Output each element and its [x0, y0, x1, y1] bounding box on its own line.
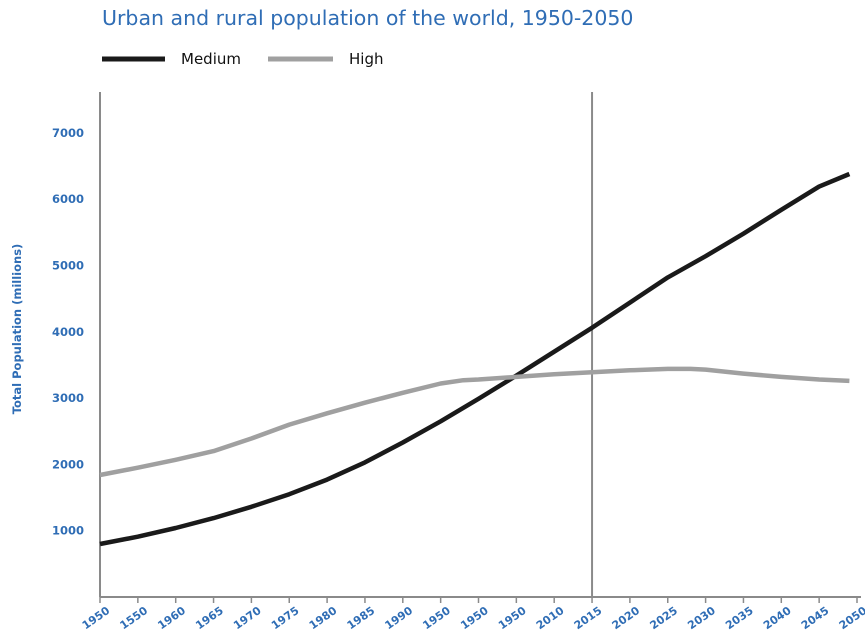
x-tick-label: 1975 [269, 604, 302, 632]
series-line-medium [99, 171, 851, 547]
x-tick-label: 2020 [610, 604, 643, 632]
series-lines [99, 171, 851, 547]
x-tick-label: 1985 [345, 604, 378, 632]
x-tick-label: 1970 [231, 604, 264, 632]
y-tick-label: 7000 [52, 126, 84, 140]
legend: Medium High [102, 50, 383, 68]
x-tick-label: 2030 [685, 604, 718, 632]
x-tick-label: 1950 [458, 604, 491, 632]
x-tick-label: 1965 [193, 604, 226, 632]
axes: 1000 2000 3000 4000 5000 6000 7000 Total Popula… [10, 92, 865, 632]
chart-title: Urban and rural population of the world,… [102, 6, 634, 30]
y-tick-label: 1000 [52, 524, 84, 538]
x-tick-label: 2015 [572, 604, 605, 632]
y-tick-label: 2000 [52, 457, 84, 471]
legend-label-high: High [349, 50, 383, 68]
y-tick-label: 5000 [52, 259, 84, 273]
x-tick-label: 1550 [118, 604, 151, 632]
x-tick-label: 2050 [837, 604, 865, 632]
x-tick-label: 1950 [80, 604, 113, 632]
x-tick-label: 2040 [761, 604, 794, 632]
x-tick-label: 1990 [383, 604, 416, 632]
x-tick-label: 1950 [420, 604, 453, 632]
x-tick-label: 2010 [534, 604, 567, 632]
x-tick-label: 2045 [799, 604, 832, 632]
x-tick-label: 1950 [496, 604, 529, 632]
x-tick-label: 1980 [307, 604, 340, 632]
x-tick-label: 2035 [723, 604, 756, 632]
series-line-high [99, 366, 850, 478]
y-tick-label: 4000 [52, 325, 84, 339]
legend-label-medium: Medium [181, 50, 241, 68]
y-tick-label: 6000 [52, 192, 84, 206]
y-axis-title: Total Population (millions) [10, 244, 24, 415]
x-tick-label: 2025 [647, 604, 680, 632]
x-tick-label: 1960 [155, 604, 188, 632]
y-tick-label: 3000 [52, 391, 84, 405]
